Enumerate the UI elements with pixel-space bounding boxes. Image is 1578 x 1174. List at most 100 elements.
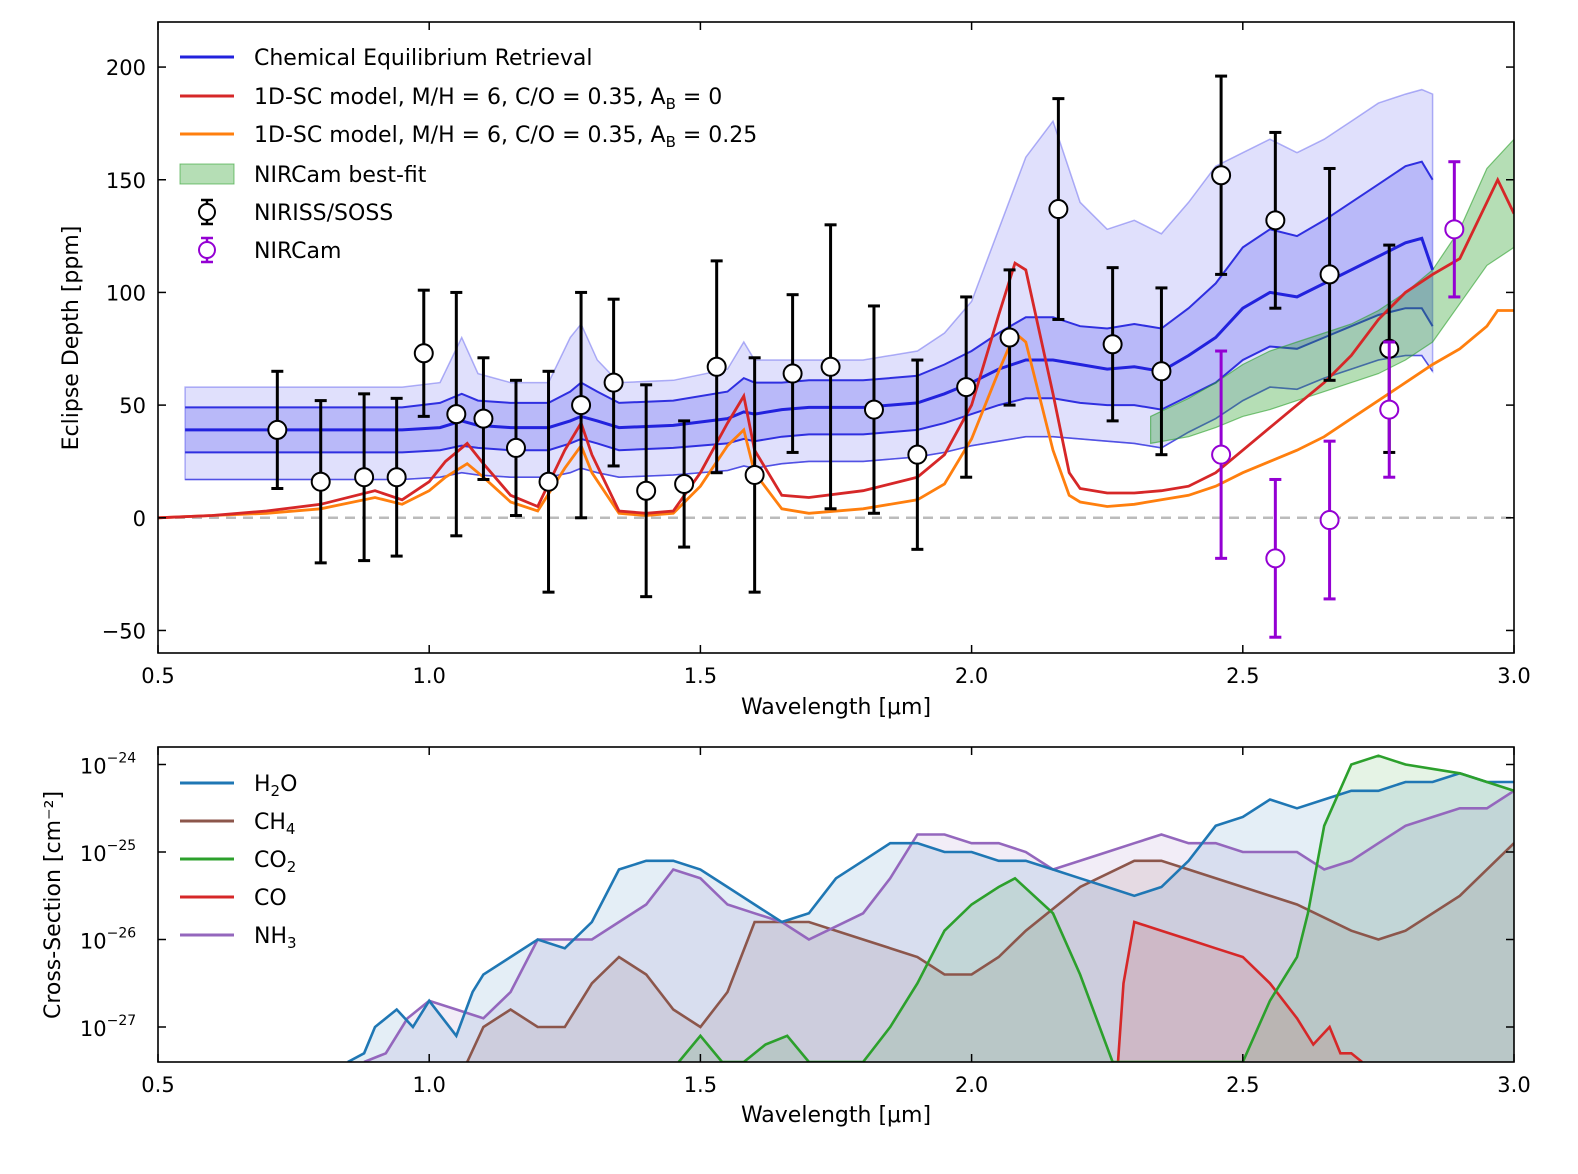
legend-label-nh3: NH3 (254, 924, 297, 952)
soss-point-6 (473, 356, 494, 481)
soss-point-8-marker (538, 471, 559, 492)
retrieval-inner-lo-line (185, 307, 1434, 454)
top-xtick-label-1: 1.0 (412, 664, 445, 688)
nircam-point-2-marker (1319, 510, 1340, 531)
bottom-xtick-label-2: 1.5 (684, 1073, 717, 1097)
nircam-point-3-marker (1379, 399, 1400, 420)
top-ytick-label-4: 150 (106, 169, 146, 193)
nircam-point-2 (1319, 439, 1340, 601)
soss-point-5-marker (446, 404, 467, 425)
soss-point-19 (956, 295, 977, 479)
top-xtick-label-3: 2.0 (955, 664, 988, 688)
soss-point-14-marker (744, 464, 765, 485)
top-x-axis-label: Wavelength [μm] (741, 695, 931, 720)
soss-point-22-marker (1102, 334, 1123, 355)
legend-label-nircam-fit: NIRCam best-fit (254, 163, 427, 188)
retrieval-median-line (185, 236, 1435, 432)
soss-point-19-marker (956, 377, 977, 398)
soss-point-9 (571, 290, 592, 520)
bottom-xtick-label-1: 1.0 (412, 1073, 445, 1097)
top-ytick-label-3: 100 (106, 281, 146, 305)
legend-label-retrieval: Chemical Equilibrium Retrieval (254, 46, 592, 71)
top-xtick-label-0: 0.5 (141, 664, 174, 688)
soss-point-26 (1319, 166, 1340, 382)
legend-swatch-nircam (198, 236, 216, 264)
retrieval-inner-band (185, 161, 1433, 453)
bottom-ytick-label-1: 10−25 (80, 838, 136, 866)
bottom-plot-area (347, 754, 1514, 1062)
soss-point-4 (413, 288, 434, 418)
soss-point-1 (310, 399, 331, 565)
soss-point-12-marker (674, 473, 695, 494)
soss-point-2-marker (354, 467, 375, 488)
soss-point-13 (706, 259, 727, 475)
top-legend: Chemical Equilibrium Retrieval 1D-SC mod… (179, 46, 757, 264)
top-panel: 0.5 1.0 1.5 2.0 2.5 3.0 −50 0 50 100 150 200 Wavele… (59, 21, 1531, 720)
nircam-point-4-marker (1444, 219, 1465, 240)
legend-label-co2: CO2 (254, 848, 296, 876)
top-axes-frame (157, 21, 1515, 654)
legend-label-orange-model: 1D-SC model, M/H = 6, C/O = 0.35, AB = 0… (254, 123, 757, 151)
bottom-legend: H2O CH4 CO2 CO NH3 (180, 772, 297, 952)
nircam-point-1-marker (1265, 548, 1286, 569)
soss-point-26-marker (1319, 264, 1340, 285)
soss-point-12 (674, 419, 695, 549)
soss-point-22 (1102, 266, 1123, 423)
top-xtick-label-4: 2.5 (1226, 664, 1259, 688)
bottom-y-axis-label: Cross-Section [cm⁻²] (41, 791, 66, 1019)
line-ch4 (466, 842, 1514, 1062)
line-co (1116, 920, 1363, 1062)
legend-label-nircam: NIRCam (254, 239, 341, 264)
bottom-xtick-label-3: 2.0 (955, 1073, 988, 1097)
legend-label-red-model: 1D-SC model, M/H = 6, C/O = 0.35, AB = 0 (254, 85, 722, 113)
soss-point-18-marker (907, 444, 928, 465)
soss-point-24 (1211, 74, 1232, 276)
soss-point-6-marker (473, 408, 494, 429)
soss-point-11 (636, 383, 657, 599)
line-h2o (347, 771, 1514, 1062)
nircam-best-fit-band (1150, 138, 1514, 445)
soss-point-0 (267, 369, 288, 490)
soss-point-21 (1048, 97, 1069, 321)
nircam-point-0-marker (1211, 444, 1232, 465)
top-xtick-label-2: 1.5 (684, 664, 717, 688)
legend-label-ch4: CH4 (254, 810, 295, 838)
bottom-ytick-label-0: 10−24 (80, 751, 136, 779)
soss-point-17 (863, 304, 884, 515)
area-nh3 (364, 790, 1514, 1062)
soss-point-20 (999, 268, 1020, 407)
soss-point-1-marker (310, 471, 331, 492)
soss-point-21-marker (1048, 199, 1069, 220)
soss-point-3-marker (386, 467, 407, 488)
bottom-xtick-label-0: 0.5 (141, 1073, 174, 1097)
top-ytick-label-2: 50 (119, 394, 146, 418)
legend-label-co: CO (254, 886, 287, 911)
soss-point-14 (744, 356, 765, 594)
soss-point-24-marker (1211, 165, 1232, 186)
soss-point-5 (446, 290, 467, 538)
soss-point-7 (505, 378, 526, 518)
soss-point-16-marker (820, 356, 841, 377)
bottom-ticks: 0.5 1.0 1.5 2.0 2.5 3.0 10−24 10−25 10−26 10−27 (80, 747, 1531, 1097)
soss-point-8 (538, 369, 559, 594)
soss-point-16 (820, 223, 841, 511)
top-plot-area (158, 74, 1514, 639)
bottom-x-axis-label: Wavelength [μm] (741, 1103, 931, 1128)
soss-point-4-marker (413, 343, 434, 364)
soss-point-20-marker (999, 327, 1020, 348)
nircam-point-3 (1379, 340, 1400, 479)
soss-point-25 (1265, 130, 1286, 310)
soss-point-11-marker (636, 480, 657, 501)
soss-point-18 (907, 358, 928, 551)
bottom-axes-frame (157, 746, 1515, 1063)
legend-label-h2o: H2O (254, 772, 297, 800)
soss-point-13-marker (706, 356, 727, 377)
bottom-panel: 0.5 1.0 1.5 2.0 2.5 3.0 10−24 10−25 10−26 10−27 W… (41, 746, 1531, 1128)
nircam-point-0 (1211, 349, 1232, 560)
legend-swatch-nircam-fit (179, 163, 235, 185)
line-co2 (677, 754, 1514, 1062)
top-ytick-label-1: 0 (133, 507, 146, 531)
legend-swatch-soss (198, 198, 216, 226)
soss-point-2 (354, 392, 375, 563)
